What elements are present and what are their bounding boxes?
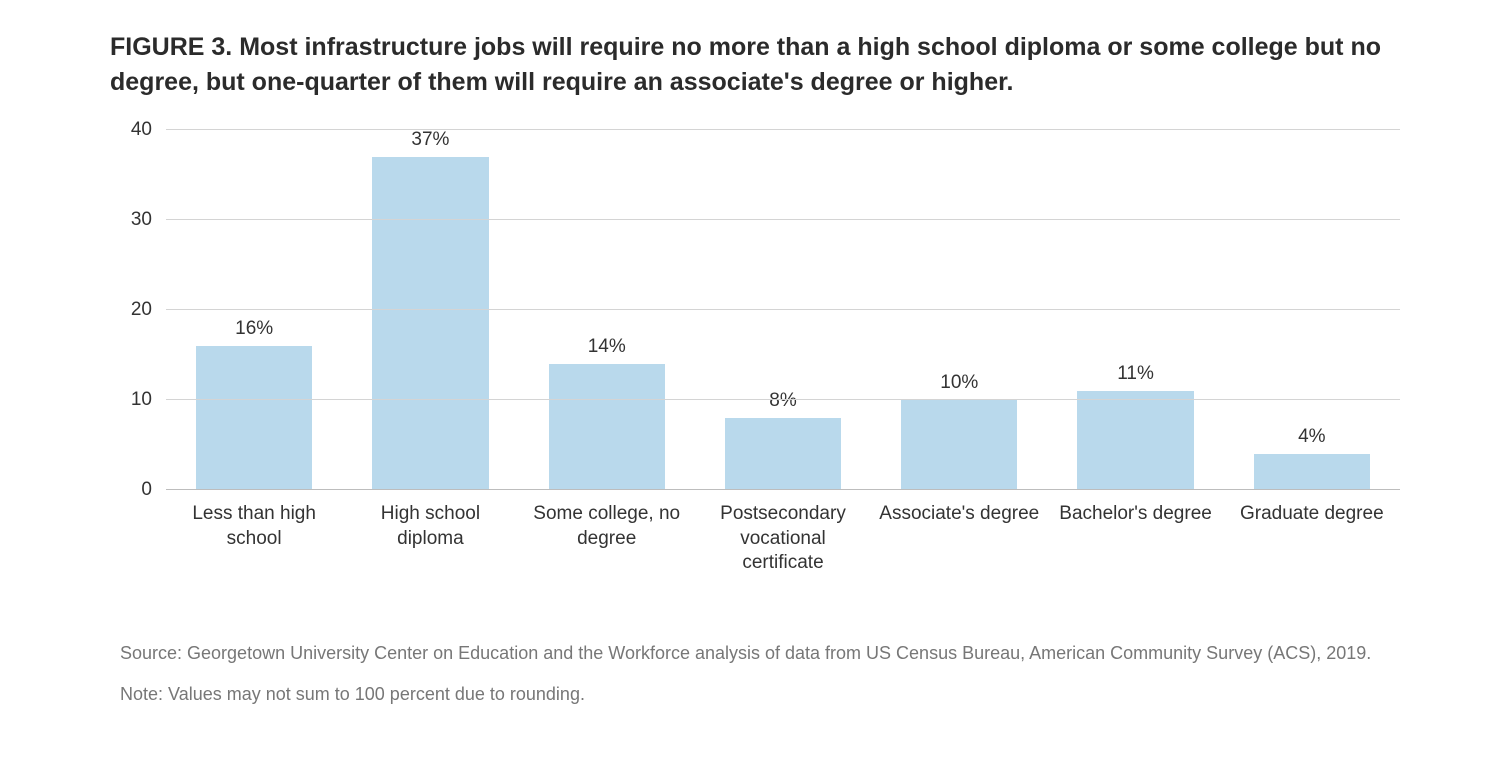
bar-value-label: 14% xyxy=(588,336,626,364)
x-axis-label: Associate's degree xyxy=(871,502,1047,610)
bar: 37% xyxy=(372,157,488,490)
bar-value-label: 4% xyxy=(1298,426,1325,454)
x-axis-label: Some college, no degree xyxy=(519,502,695,610)
bar-slot: 37% xyxy=(342,130,518,490)
figure-title-text: Most infrastructure jobs will require no… xyxy=(110,33,1381,96)
y-tick-label: 0 xyxy=(141,479,166,501)
x-axis-label: Bachelor's degree xyxy=(1047,502,1223,610)
y-tick-label: 20 xyxy=(131,299,166,321)
bar: 8% xyxy=(725,418,841,490)
x-axis-labels: Less than high schoolHigh school diploma… xyxy=(166,490,1400,610)
y-tick-label: 40 xyxy=(131,119,166,141)
gridline xyxy=(166,219,1400,220)
footnotes: Source: Georgetown University Center on … xyxy=(120,640,1400,708)
bar-slot: 16% xyxy=(166,130,342,490)
bar-chart: 16%37%14%8%10%11%4% 010203040 Less than … xyxy=(120,130,1400,610)
plot-area: 16%37%14%8%10%11%4% 010203040 xyxy=(166,130,1400,490)
bar-slot: 8% xyxy=(695,130,871,490)
bar-slot: 11% xyxy=(1047,130,1223,490)
gridline xyxy=(166,129,1400,130)
figure-container: FIGURE 3. Most infrastructure jobs will … xyxy=(0,0,1500,780)
bar-slot: 4% xyxy=(1224,130,1400,490)
bar-slot: 14% xyxy=(519,130,695,490)
gridline xyxy=(166,309,1400,310)
x-axis-label: Postsecondary vocational certificate xyxy=(695,502,871,610)
rounding-note: Note: Values may not sum to 100 percent … xyxy=(120,681,1400,708)
bar: 4% xyxy=(1254,454,1370,490)
y-tick-label: 30 xyxy=(131,209,166,231)
bars-container: 16% 37% 14% 8% 10% 11% 4% xyxy=(166,130,1400,490)
bar-value-label: 16% xyxy=(235,318,273,346)
bar: 14% xyxy=(549,364,665,490)
bar-value-label: 10% xyxy=(940,372,978,400)
gridline xyxy=(166,399,1400,400)
bar: 10% xyxy=(901,400,1017,490)
bar: 11% xyxy=(1077,391,1193,490)
bar-value-label: 11% xyxy=(1117,363,1154,391)
y-tick-label: 10 xyxy=(131,389,166,411)
x-axis-label: High school diploma xyxy=(342,502,518,610)
x-axis-label: Less than high school xyxy=(166,502,342,610)
source-note: Source: Georgetown University Center on … xyxy=(120,640,1400,667)
bar-value-label: 8% xyxy=(769,390,796,418)
figure-label: FIGURE 3. xyxy=(110,33,232,61)
figure-title: FIGURE 3. Most infrastructure jobs will … xyxy=(110,30,1400,100)
bar-slot: 10% xyxy=(871,130,1047,490)
bar: 16% xyxy=(196,346,312,490)
x-axis-label: Graduate degree xyxy=(1224,502,1400,610)
bar-value-label: 37% xyxy=(411,129,449,157)
